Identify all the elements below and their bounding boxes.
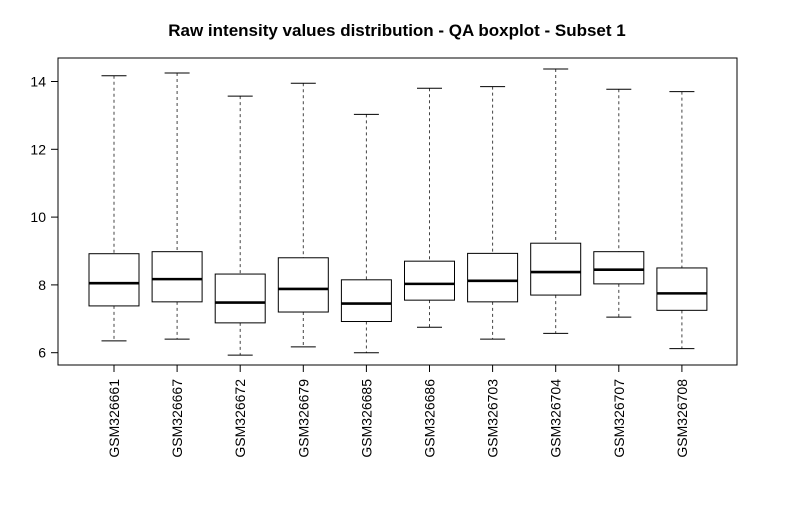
x-tick-label: GSM326679 (295, 379, 311, 458)
box-GSM326661 (88, 75, 140, 342)
y-tick-label: 12 (30, 141, 46, 157)
x-axis-labels: GSM326661 GSM326667 GSM326672 GSM326679 GSM3… (106, 365, 690, 458)
x-tick-label: GSM326667 (169, 379, 185, 458)
x-tick-label: GSM326708 (674, 379, 690, 458)
box-iqr (467, 252, 519, 303)
chart-title: Raw intensity values distribution - QA b… (168, 21, 625, 40)
box-iqr (656, 267, 708, 311)
box-GSM326707 (593, 88, 645, 318)
box-iqr (404, 260, 455, 301)
x-tick-label: GSM326661 (106, 379, 122, 458)
box-GSM326686 (404, 87, 455, 328)
box-GSM326704 (530, 68, 582, 334)
box-GSM326679 (277, 82, 329, 348)
y-tick-label: 14 (30, 74, 46, 90)
x-tick-label: GSM326703 (485, 379, 501, 458)
x-tick-label: GSM326707 (611, 379, 627, 458)
boxes-group (88, 68, 708, 356)
box-GSM326703 (467, 86, 519, 340)
y-tick-label: 10 (30, 209, 46, 225)
box-iqr (530, 242, 582, 296)
x-tick-label: GSM326686 (422, 379, 438, 458)
box-iqr (88, 253, 140, 307)
box-GSM326708 (656, 91, 708, 350)
y-tick-label: 8 (38, 277, 46, 293)
box-iqr (593, 251, 645, 285)
box-GSM326672 (214, 95, 266, 356)
box-GSM326667 (151, 72, 203, 340)
box-iqr (277, 257, 329, 313)
x-tick-label: GSM326672 (232, 379, 248, 458)
y-tick-label: 6 (38, 345, 46, 361)
plot-frame (57, 57, 738, 366)
box-iqr (340, 279, 392, 323)
x-tick-label: GSM326685 (358, 379, 374, 458)
x-tick-label: GSM326704 (548, 379, 564, 458)
box-iqr (151, 251, 203, 303)
box-iqr (214, 273, 266, 324)
y-axis: 6 8 10 12 14 (30, 74, 59, 361)
box-GSM326685 (340, 113, 392, 354)
